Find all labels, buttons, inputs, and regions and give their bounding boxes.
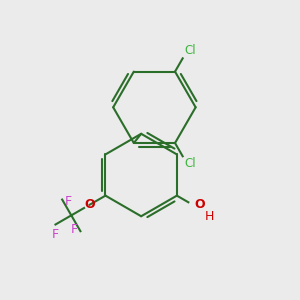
Text: H: H xyxy=(205,210,214,223)
Text: Cl: Cl xyxy=(185,44,197,58)
Text: F: F xyxy=(52,228,59,241)
Text: O: O xyxy=(84,198,95,211)
Text: Cl: Cl xyxy=(185,157,197,170)
Text: F: F xyxy=(64,194,72,208)
Text: O: O xyxy=(194,198,205,211)
Text: F: F xyxy=(71,223,78,236)
